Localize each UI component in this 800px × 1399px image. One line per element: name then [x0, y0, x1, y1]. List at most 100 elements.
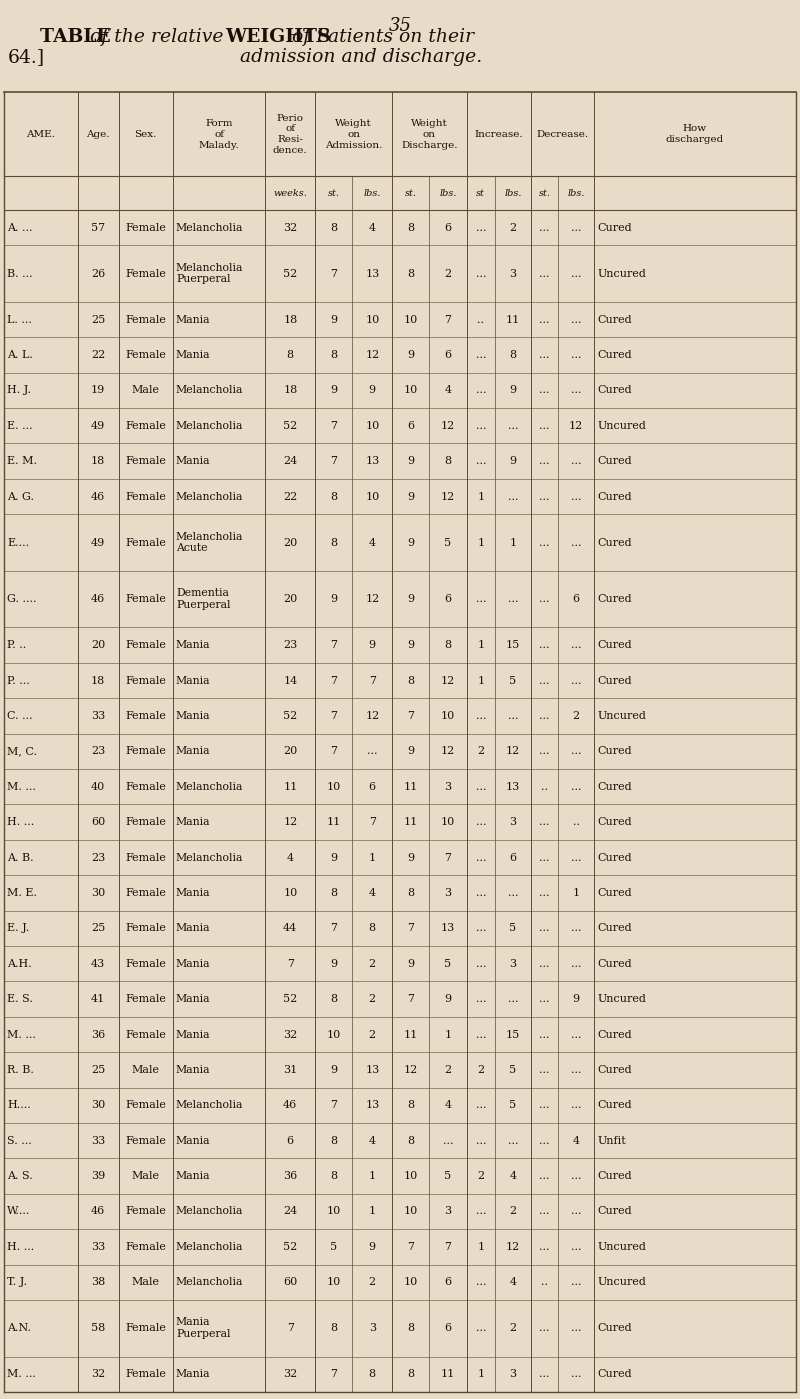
- Text: 9: 9: [407, 641, 414, 651]
- Text: ...: ...: [475, 852, 486, 863]
- Text: 7: 7: [330, 269, 338, 278]
- Text: Mania: Mania: [176, 888, 210, 898]
- Text: Cured: Cured: [598, 888, 632, 898]
- Text: 9: 9: [330, 315, 338, 325]
- Text: 1: 1: [478, 676, 484, 686]
- Text: E....: E....: [7, 537, 30, 547]
- Text: 38: 38: [91, 1277, 106, 1287]
- Text: ...: ...: [475, 222, 486, 232]
- Text: 10: 10: [326, 1030, 341, 1039]
- Text: 7: 7: [407, 1242, 414, 1252]
- Text: Cured: Cured: [598, 1065, 632, 1074]
- Text: Perio
of
Resi-
dence.: Perio of Resi- dence.: [273, 113, 308, 155]
- Text: Female: Female: [126, 641, 166, 651]
- Text: Female: Female: [126, 711, 166, 720]
- Text: Uncured: Uncured: [598, 1242, 646, 1252]
- Text: 12: 12: [441, 491, 455, 501]
- Text: 24: 24: [283, 1206, 298, 1217]
- Text: 9: 9: [369, 1242, 376, 1252]
- Text: Mania: Mania: [176, 1030, 210, 1039]
- Text: ...: ...: [539, 747, 550, 757]
- Text: A. L.: A. L.: [7, 350, 33, 360]
- Text: 32: 32: [283, 1030, 298, 1039]
- Text: 10: 10: [403, 1277, 418, 1287]
- Text: ...: ...: [539, 1370, 550, 1379]
- Text: Cured: Cured: [598, 641, 632, 651]
- Text: Unfit: Unfit: [598, 1136, 626, 1146]
- Text: 12: 12: [441, 747, 455, 757]
- Text: Cured: Cured: [598, 595, 632, 604]
- Text: 9: 9: [407, 456, 414, 466]
- Text: ...: ...: [475, 1206, 486, 1217]
- Text: 3: 3: [444, 1206, 451, 1217]
- Text: weeks.: weeks.: [274, 189, 307, 197]
- Text: Sex.: Sex.: [134, 130, 157, 139]
- Text: ...: ...: [539, 1065, 550, 1074]
- Text: 3: 3: [444, 782, 451, 792]
- Text: Uncured: Uncured: [598, 1277, 646, 1287]
- Text: Melancholia: Melancholia: [176, 1242, 243, 1252]
- Text: ...: ...: [571, 641, 582, 651]
- Text: 14: 14: [283, 676, 298, 686]
- Text: 4: 4: [573, 1136, 580, 1146]
- Text: 5: 5: [510, 923, 517, 933]
- Text: 52: 52: [283, 269, 298, 278]
- Text: 6: 6: [444, 595, 451, 604]
- Text: ...: ...: [571, 1277, 582, 1287]
- Text: ...: ...: [571, 1242, 582, 1252]
- Text: Cured: Cured: [598, 315, 632, 325]
- Text: A.N.: A.N.: [7, 1323, 31, 1333]
- Text: ...: ...: [571, 676, 582, 686]
- Text: 13: 13: [365, 456, 379, 466]
- Text: 10: 10: [326, 782, 341, 792]
- Text: Mania: Mania: [176, 711, 210, 720]
- Text: 7: 7: [407, 711, 414, 720]
- Text: 6: 6: [510, 852, 517, 863]
- Text: 1: 1: [478, 537, 484, 547]
- Text: 10: 10: [365, 421, 379, 431]
- Text: Female: Female: [126, 1206, 166, 1217]
- Text: 6: 6: [369, 782, 376, 792]
- Text: 32: 32: [283, 222, 298, 232]
- Text: H. ...: H. ...: [7, 817, 34, 827]
- Text: ...: ...: [571, 1101, 582, 1111]
- Text: 9: 9: [369, 641, 376, 651]
- Text: Melancholia: Melancholia: [176, 491, 243, 501]
- Text: ...: ...: [539, 350, 550, 360]
- Text: Mania
Puerperal: Mania Puerperal: [176, 1318, 230, 1339]
- Text: 20: 20: [283, 537, 298, 547]
- Text: lbs.: lbs.: [504, 189, 522, 197]
- Text: 9: 9: [510, 385, 517, 396]
- Text: M. ...: M. ...: [7, 1370, 36, 1379]
- Text: 12: 12: [403, 1065, 418, 1074]
- Text: 5: 5: [510, 1101, 517, 1111]
- Text: Cured: Cured: [598, 1370, 632, 1379]
- Text: 10: 10: [403, 1171, 418, 1181]
- Text: ...: ...: [508, 995, 518, 1004]
- Text: 6: 6: [573, 595, 580, 604]
- Text: 33: 33: [91, 1242, 106, 1252]
- Text: Mania: Mania: [176, 315, 210, 325]
- Text: 46: 46: [91, 1206, 106, 1217]
- Text: 12: 12: [365, 595, 379, 604]
- Text: Male: Male: [132, 385, 160, 396]
- Text: 8: 8: [407, 1323, 414, 1333]
- Text: 52: 52: [283, 1242, 298, 1252]
- Text: ...: ...: [475, 923, 486, 933]
- Text: 60: 60: [91, 817, 106, 827]
- Text: 12: 12: [506, 747, 520, 757]
- Text: 10: 10: [283, 888, 298, 898]
- Text: R. B.: R. B.: [7, 1065, 34, 1074]
- Text: 10: 10: [403, 385, 418, 396]
- Text: Female: Female: [126, 747, 166, 757]
- Text: 25: 25: [91, 1065, 106, 1074]
- Text: Melancholia: Melancholia: [176, 852, 243, 863]
- Text: 8: 8: [444, 641, 451, 651]
- Text: 10: 10: [403, 315, 418, 325]
- Text: 7: 7: [445, 1242, 451, 1252]
- Text: 4: 4: [444, 1101, 451, 1111]
- Text: 6: 6: [407, 421, 414, 431]
- Text: WEIGHTS: WEIGHTS: [225, 28, 337, 46]
- Text: Female: Female: [126, 456, 166, 466]
- Text: 1: 1: [369, 852, 376, 863]
